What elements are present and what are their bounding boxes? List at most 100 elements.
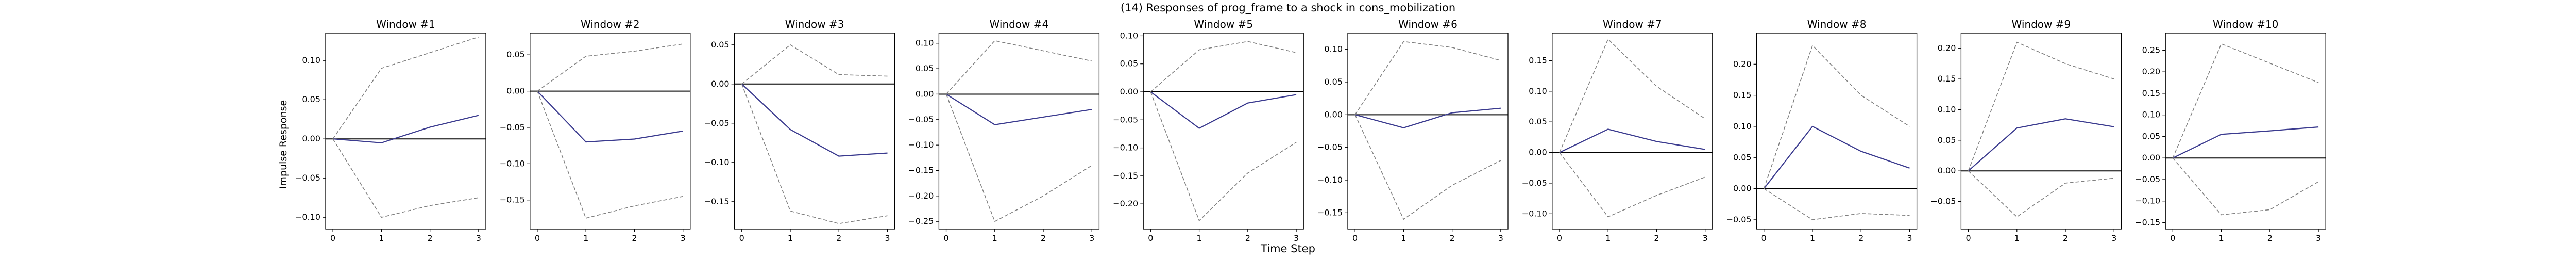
- y-tick-label: 0.10: [1120, 30, 1139, 40]
- x-tick-label: 2: [2063, 233, 2068, 243]
- x-tick-label: 1: [1401, 233, 1406, 243]
- lower-band-line: [1968, 170, 2114, 218]
- x-tick-label: 1: [583, 233, 588, 243]
- y-tick-label: −0.05: [500, 122, 525, 132]
- x-tick-label: 3: [2316, 233, 2321, 243]
- y-tick-label: 0.05: [711, 40, 730, 50]
- panel-frame: [1756, 33, 1918, 230]
- upper-band-line: [2172, 43, 2319, 158]
- y-tick-label: −0.15: [2135, 217, 2160, 227]
- y-tick-label: −0.10: [1113, 143, 1138, 153]
- panel-7: Window #7 0 1 2 3 −0.10 −0.05 0.00 0.05 0.10 0.15: [1522, 18, 1713, 243]
- y-tick-label: 0.00: [916, 89, 934, 99]
- x-tick-label: 0: [1965, 233, 1971, 243]
- x-tick-label: 1: [2014, 233, 2020, 243]
- panel-10: Window #10 0 1 2 3 −0.15 −0.10 −0.05 0.00 0.05 0.1…: [2135, 18, 2326, 243]
- x-tick-label: 1: [788, 233, 793, 243]
- x-tick-label: 2: [1450, 233, 1455, 243]
- y-tick-label: −0.05: [2135, 174, 2160, 184]
- upper-band-line: [537, 43, 683, 92]
- panel-9: Window #9 0 1 2 3 −0.05 0.00 0.05 0.10 0.15 0.20: [1930, 18, 2122, 243]
- y-tick-label: 0.20: [1938, 43, 1956, 53]
- y-tick-label: 0.15: [1938, 74, 1956, 84]
- y-tick-label: 0.10: [2142, 110, 2161, 120]
- panel-6: Window #6 0 1 2 3 −0.15 −0.10 −0.05 0.00 0.05 0.10: [1317, 18, 1509, 243]
- x-tick-label: 0: [535, 233, 540, 243]
- x-tick-label: 3: [2111, 233, 2116, 243]
- panel-title: Window #1: [376, 18, 435, 30]
- lower-band-line: [945, 94, 1092, 222]
- y-tick-label: 0.15: [2142, 88, 2161, 98]
- panel-title: Window #9: [2012, 18, 2071, 30]
- upper-band-line: [741, 44, 888, 85]
- x-tick-label: 0: [1761, 233, 1767, 243]
- y-tick-label: 0.05: [506, 50, 525, 59]
- y-tick-label: 0.20: [2142, 67, 2161, 76]
- y-tick-label: 0.05: [1938, 135, 1956, 145]
- y-tick-label: 0.10: [302, 55, 320, 65]
- x-tick-label: 2: [1041, 233, 1046, 243]
- lower-band-line: [1150, 91, 1297, 222]
- x-tick-label: 2: [1245, 233, 1250, 243]
- panel-title: Window #4: [990, 18, 1049, 30]
- panel-title: Window #5: [1194, 18, 1253, 30]
- panel-8: Window #8 0 1 2 3 −0.05 0.00 0.05 0.10 0.15 0.20: [1726, 18, 1918, 243]
- x-tick-label: 0: [739, 233, 744, 243]
- y-tick-label: 0.00: [1324, 109, 1343, 119]
- x-tick-label: 3: [1907, 233, 1912, 243]
- lower-band-line: [1559, 152, 1705, 218]
- y-tick-label: 0.05: [916, 63, 934, 73]
- y-tick-label: 0.00: [1938, 166, 1956, 175]
- x-tick-label: 3: [1703, 233, 1708, 243]
- y-tick-label: −0.10: [2135, 196, 2160, 206]
- panel-frame: [938, 33, 1100, 230]
- y-tick-label: 0.10: [1324, 44, 1343, 54]
- y-tick-label: 0.00: [302, 134, 320, 143]
- y-tick-label: −0.05: [295, 173, 320, 183]
- x-tick-label: 0: [2170, 233, 2175, 243]
- panel-title: Window #8: [1807, 18, 1867, 30]
- x-tick-label: 3: [885, 233, 890, 243]
- x-tick-label: 0: [330, 233, 335, 243]
- y-tick-label: −0.15: [704, 197, 730, 206]
- y-tick-label: 0.10: [1733, 121, 1752, 131]
- y-tick-label: 0.00: [1733, 184, 1752, 194]
- response-line: [1354, 107, 1501, 128]
- y-tick-label: −0.15: [500, 195, 525, 205]
- x-tick-label: 1: [2218, 233, 2224, 243]
- y-tick-label: 0.10: [1529, 86, 1547, 96]
- x-tick-label: 3: [476, 233, 481, 243]
- y-tick-label: 0.20: [1733, 59, 1752, 69]
- lower-band-line: [537, 91, 683, 219]
- y-tick-label: −0.10: [1317, 175, 1343, 185]
- y-tick-label: −0.10: [908, 140, 934, 150]
- x-tick-label: 2: [1858, 233, 1863, 243]
- x-tick-label: 0: [943, 233, 948, 243]
- y-tick-label: −0.05: [1726, 215, 1752, 224]
- y-tick-label: −0.05: [1930, 197, 1956, 206]
- figure-title: (14) Responses of prog_frame to a shock …: [1121, 2, 1455, 14]
- response-line: [1968, 118, 2114, 172]
- x-tick-label: 0: [1148, 233, 1153, 243]
- y-tick-label: −0.25: [908, 216, 934, 226]
- response-line: [2172, 126, 2319, 159]
- panel-title: Window #2: [581, 18, 640, 30]
- x-tick-label: 2: [2267, 233, 2273, 243]
- y-tick-label: 0.05: [1733, 152, 1752, 162]
- response-line: [537, 90, 683, 143]
- response-line: [945, 93, 1092, 125]
- y-tick-label: 0.15: [1733, 90, 1752, 100]
- y-tick-label: 0.05: [1529, 117, 1547, 126]
- y-tick-label: −0.10: [704, 157, 730, 167]
- x-axis-label: Time Step: [1260, 243, 1315, 255]
- response-line: [1763, 125, 1910, 189]
- y-tick-label: 0.15: [1529, 55, 1547, 65]
- lower-band-line: [741, 84, 888, 224]
- panel-5: Window #5 0 1 2 3 −0.20 −0.15 −0.10 −0.05 0.00 0.0…: [1113, 18, 1304, 243]
- y-tick-label: −0.05: [1317, 142, 1343, 152]
- upper-band-line: [1763, 44, 1910, 189]
- y-tick-label: −0.05: [704, 118, 730, 128]
- lower-band-line: [2172, 157, 2319, 216]
